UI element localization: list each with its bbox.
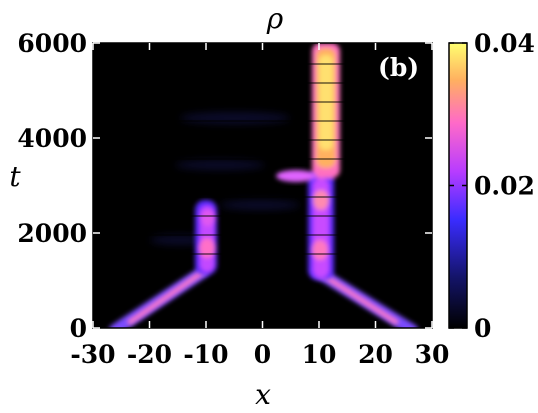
left-branch-core — [127, 269, 206, 325]
x-tick-label: -10 — [183, 340, 228, 369]
panel-label: (b) — [378, 53, 419, 82]
y-tick-label: 2000 — [17, 219, 87, 248]
x-tick-label: -30 — [70, 340, 115, 369]
colorbar-tick-label: 0.04 — [474, 29, 535, 58]
x-axis-label: x — [255, 378, 271, 411]
striations — [93, 63, 432, 255]
right-soliton — [308, 43, 340, 280]
x-tick-label: 10 — [302, 340, 337, 369]
colorbar-tick-label: 0 — [474, 314, 491, 343]
colorbar-tick-label: 0.02 — [474, 172, 535, 201]
y-tick-label: 4000 — [17, 124, 87, 153]
y-tick-label: 6000 — [17, 29, 87, 58]
plot-background — [93, 43, 432, 328]
y-axis: 0 2000 4000 6000 — [17, 29, 432, 343]
background-wisps — [150, 112, 300, 245]
left-soliton — [195, 200, 217, 275]
emission-blob — [276, 170, 316, 182]
density-field — [93, 43, 432, 328]
x-tick-label: 0 — [254, 340, 271, 369]
x-tick-label: -20 — [127, 340, 172, 369]
x-axis: -30 -20 -10 0 10 20 30 — [70, 43, 449, 369]
colorbar-ticks: 0 0.02 0.04 — [449, 29, 535, 343]
x-tick-label: 20 — [358, 340, 393, 369]
chart-title: ρ — [266, 2, 284, 35]
x-tick-label: 30 — [415, 340, 450, 369]
y-axis-label: t — [9, 160, 21, 193]
right-branch-core — [315, 269, 399, 325]
y-tick-label: 0 — [70, 314, 87, 343]
